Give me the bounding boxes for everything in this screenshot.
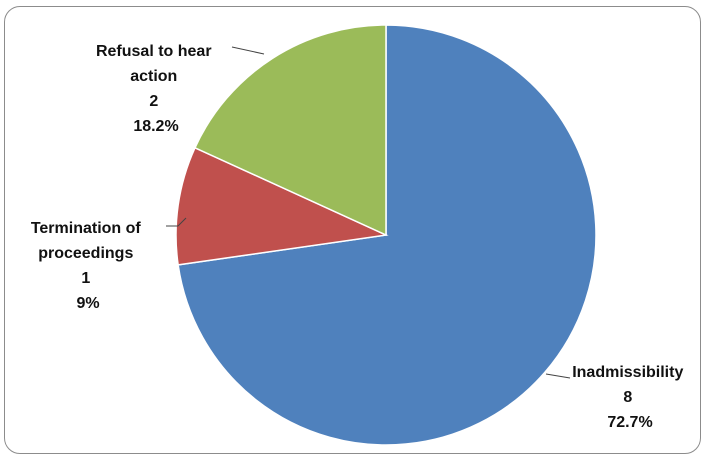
data-label-refusal-category-line1: Refusal to hear bbox=[96, 43, 212, 60]
pie-slice-termination-of-proceedings bbox=[175, 146, 389, 266]
data-label-termination-category-line2: proceedings bbox=[38, 245, 133, 262]
leader-line-termination bbox=[166, 217, 187, 227]
data-label-termination-category-line1: Termination of bbox=[31, 220, 142, 237]
data-label-termination-percent: 9% bbox=[76, 295, 99, 312]
data-label-inadmissibility-category: Inadmissibility bbox=[572, 364, 683, 381]
pie-slices bbox=[175, 24, 597, 446]
data-label-inadmissibility-value: 8 bbox=[623, 389, 632, 406]
data-label-refusal-value: 2 bbox=[149, 93, 158, 110]
leader-line-refusal bbox=[231, 46, 265, 55]
data-label-inadmissibility-percent: 72.7% bbox=[607, 414, 652, 431]
data-label-inadmissibility: Inadmissibility 8 72.7% bbox=[572, 364, 688, 431]
data-label-refusal-percent: 18.2% bbox=[133, 118, 178, 135]
data-label-termination-value: 1 bbox=[81, 270, 90, 287]
leader-lines bbox=[166, 46, 571, 379]
leader-line-inadmissibility bbox=[545, 373, 571, 379]
pie-slice-refusal-to-hear-action bbox=[193, 24, 387, 237]
data-label-refusal-category-line2: action bbox=[130, 68, 177, 85]
data-label-termination: Termination of proceedings 1 9% bbox=[31, 220, 145, 312]
data-label-refusal: Refusal to hear action 2 18.2% bbox=[96, 43, 216, 135]
